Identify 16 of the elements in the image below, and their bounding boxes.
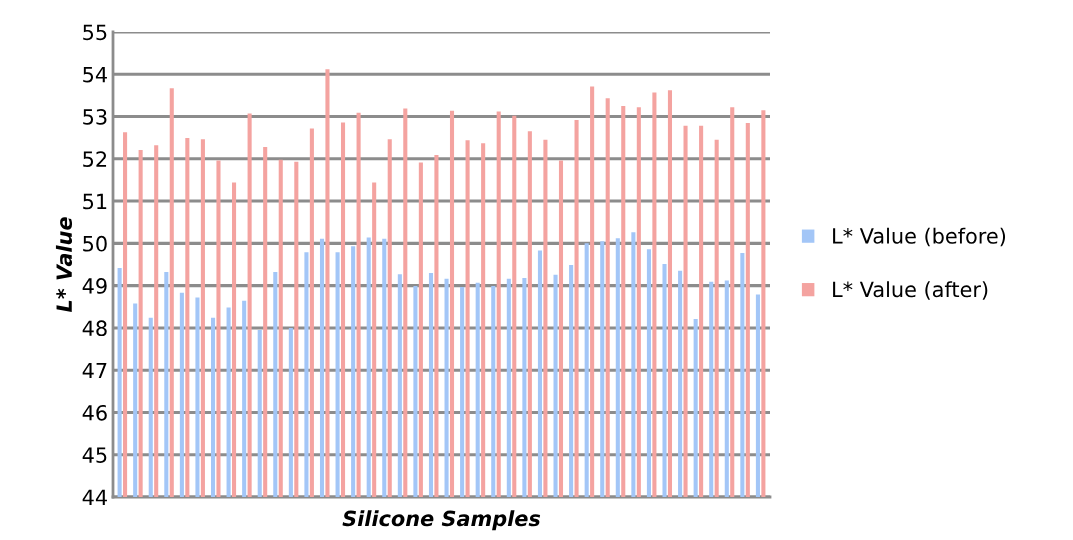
y-tick-label: 49	[82, 278, 107, 294]
y-tick-label: 53	[83, 109, 107, 125]
legend-label: L* Value (after)	[833, 281, 988, 300]
y-tick-label: 51	[83, 193, 107, 210]
legend-label: L* Value (before)	[833, 227, 1006, 247]
y-tick-label: 44	[82, 489, 107, 505]
y-tick-label: 47	[82, 362, 107, 379]
y-tick-label: 54	[83, 67, 107, 83]
y-tick-label: 50	[83, 235, 107, 252]
y-tick-label: 52	[83, 151, 107, 168]
y-tick-label: 48	[82, 320, 107, 337]
x-axis-title: Silicone Samples	[342, 510, 541, 531]
y-tick-label: 55	[83, 24, 107, 41]
y-tick-label: 46	[82, 404, 107, 421]
y-tick-label: 45	[82, 447, 107, 463]
y-axis-title: L* Value	[55, 217, 73, 313]
